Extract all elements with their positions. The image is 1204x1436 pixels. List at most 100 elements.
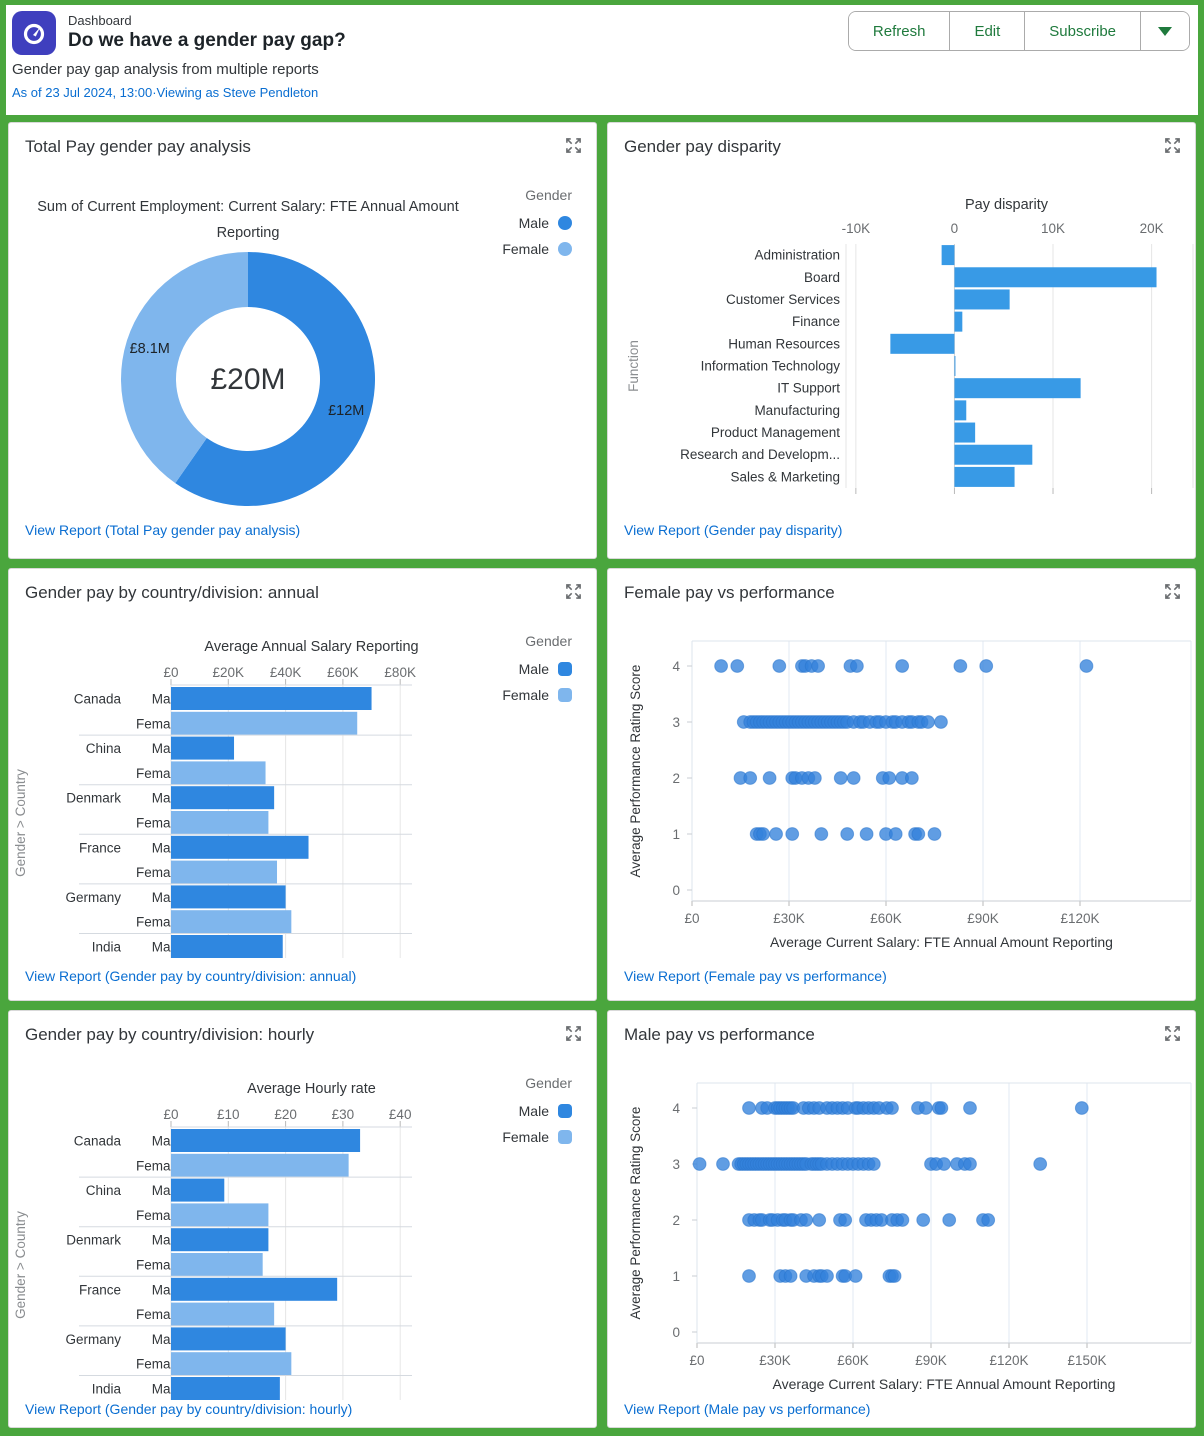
panel-title: Gender pay by country/division: annual [25, 583, 319, 602]
male-swatch-icon [558, 216, 572, 230]
legend-item-female: Female [502, 687, 572, 703]
svg-text:4: 4 [672, 1101, 680, 1116]
female-swatch-icon [558, 242, 572, 256]
view-report-link[interactable]: View Report (Gender pay disparity) [624, 522, 843, 538]
legend: Gender Male Female [502, 633, 572, 713]
svg-text:Function: Function [626, 340, 641, 392]
legend-item-male: Male [502, 215, 572, 231]
svg-text:£30: £30 [332, 1107, 355, 1122]
svg-text:£60K: £60K [837, 1353, 869, 1368]
svg-text:2: 2 [672, 771, 680, 786]
view-report-link[interactable]: View Report (Gender pay by country/divis… [25, 1401, 353, 1417]
as-of-text: As of 23 Jul 2024, 13:00·Viewing as Stev… [12, 85, 319, 100]
male-scatter-chart: £0 £30K £60K £90K £120K £150K 0 1 2 3 4 Average Cur… [628, 1082, 1192, 1392]
svg-text:£120K: £120K [1060, 911, 1099, 926]
svg-text:£0: £0 [689, 1353, 704, 1368]
svg-text:2: 2 [672, 1213, 680, 1228]
svg-text:£60K: £60K [870, 911, 902, 926]
svg-text:Finance: Finance [792, 314, 840, 329]
legend-title: Gender [525, 633, 572, 649]
svg-text:Female: Female [136, 1357, 181, 1372]
svg-text:£30K: £30K [759, 1353, 791, 1368]
svg-text:Denmark: Denmark [66, 791, 121, 806]
legend-item-female: Female [502, 1129, 572, 1145]
svg-text:Female: Female [136, 1258, 181, 1273]
panels-grid: Total Pay gender pay analysis Sum of Cur… [0, 115, 1204, 1436]
expand-icon[interactable] [1161, 135, 1183, 157]
svg-text:3: 3 [672, 715, 680, 730]
panel-title: Gender pay by country/division: hourly [25, 1025, 315, 1044]
expand-icon[interactable] [562, 135, 584, 157]
svg-text:£20M: £20M [210, 363, 285, 396]
view-report-link[interactable]: View Report (Gender pay by country/divis… [25, 968, 357, 984]
legend-item-male: Male [502, 1103, 572, 1119]
annual-bar-chart: Average Annual Salary Reporting £0 £20K £40… [13, 639, 419, 958]
svg-text:-10K: -10K [842, 221, 871, 236]
svg-text:£40K: £40K [270, 665, 302, 680]
subscribe-button[interactable]: Subscribe [1025, 12, 1141, 50]
more-actions-button[interactable] [1141, 12, 1189, 50]
app-label: Dashboard [68, 13, 132, 28]
edit-button[interactable]: Edit [950, 12, 1026, 50]
panel-total-pay: Total Pay gender pay analysis Sum of Cur… [8, 122, 597, 559]
svg-text:£120K: £120K [989, 1353, 1028, 1368]
svg-text:4: 4 [672, 659, 680, 674]
view-report-link[interactable]: View Report (Female pay vs performance) [624, 968, 887, 984]
svg-text:Germany: Germany [65, 890, 121, 905]
female-scatter-chart: £0 £30K £60K £90K £120K 0 1 2 3 4 Average Current … [628, 640, 1192, 950]
svg-text:Female: Female [136, 716, 181, 731]
svg-text:Female: Female [136, 766, 181, 781]
svg-text:India: India [92, 1382, 122, 1397]
legend-item-male: Male [502, 661, 572, 677]
svg-text:Female: Female [136, 1208, 181, 1223]
expand-icon[interactable] [562, 1023, 584, 1045]
svg-text:Denmark: Denmark [66, 1233, 121, 1248]
svg-text:3: 3 [672, 1157, 680, 1172]
view-report-link[interactable]: View Report (Total Pay gender pay analys… [25, 522, 301, 538]
panel-pay-disparity: Gender pay disparity Pay disparity -10K 0 1… [607, 122, 1196, 559]
chevron-down-icon [1158, 26, 1172, 36]
svg-text:£30K: £30K [773, 911, 805, 926]
expand-icon[interactable] [1161, 1023, 1183, 1045]
svg-text:Board: Board [804, 270, 840, 285]
panel-title: Total Pay gender pay analysis [25, 137, 251, 156]
svg-text:Female: Female [136, 915, 181, 930]
svg-text:Average Current Salary: FTE An: Average Current Salary: FTE Annual Amoun… [770, 934, 1113, 950]
expand-icon[interactable] [1161, 581, 1183, 603]
svg-text:Pay disparity: Pay disparity [965, 197, 1049, 213]
refresh-button[interactable]: Refresh [848, 12, 951, 50]
svg-text:Manufacturing: Manufacturing [754, 403, 840, 418]
svg-text:India: India [92, 940, 122, 955]
svg-text:Average Performance Rating Sco: Average Performance Rating Score [628, 665, 643, 878]
expand-icon[interactable] [562, 581, 584, 603]
svg-text:Sales & Marketing: Sales & Marketing [730, 469, 840, 484]
svg-text:0: 0 [672, 1325, 680, 1340]
svg-text:France: France [79, 840, 121, 855]
svg-text:10K: 10K [1041, 221, 1065, 236]
page-title: Do we have a gender pay gap? [68, 30, 346, 51]
legend-item-female: Female [502, 241, 572, 257]
legend-title: Gender [525, 187, 572, 203]
svg-text:£0: £0 [684, 911, 699, 926]
svg-text:Gender > Country: Gender > Country [13, 769, 28, 877]
svg-text:Sum of Current Employment: Cur: Sum of Current Employment: Current Salar… [37, 199, 458, 215]
svg-text:£40: £40 [389, 1107, 412, 1122]
female-swatch-icon [558, 1130, 572, 1144]
view-report-link[interactable]: View Report (Male pay vs performance) [624, 1401, 871, 1417]
svg-text:Reporting: Reporting [217, 225, 280, 241]
panel-title: Gender pay disparity [624, 137, 781, 156]
svg-text:Canada: Canada [74, 692, 122, 707]
svg-text:Customer Services: Customer Services [726, 292, 840, 307]
svg-text:£150K: £150K [1067, 1353, 1106, 1368]
legend: Gender Male Female [502, 1075, 572, 1155]
svg-text:China: China [86, 1183, 122, 1198]
legend-title: Gender [525, 1075, 572, 1091]
svg-text:£60K: £60K [327, 665, 359, 680]
svg-text:£8.1M: £8.1M [130, 341, 170, 357]
panel-female-scatter: Female pay vs performance £0 £30K £60K £90K… [607, 568, 1196, 1001]
svg-text:Female: Female [136, 816, 181, 831]
dashboard-header: Dashboard Do we have a gender pay gap? G… [6, 5, 1198, 115]
svg-text:Average Annual Salary Reportin: Average Annual Salary Reporting [204, 639, 418, 655]
svg-text:£90K: £90K [915, 1353, 947, 1368]
male-swatch-icon [558, 662, 572, 676]
